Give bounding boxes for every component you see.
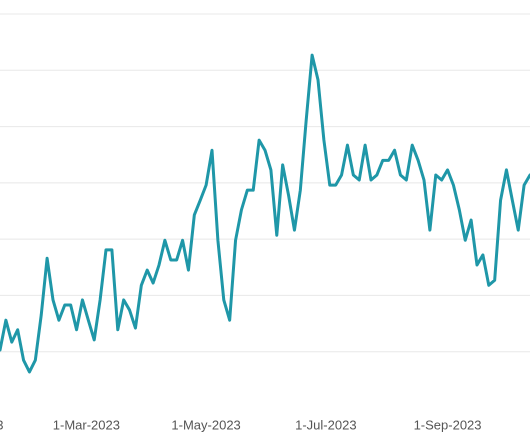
x-tick-label: 1-Jul-2023 — [295, 417, 356, 432]
x-tick-label: 1-Jan-2023 — [0, 417, 3, 432]
x-tick-label: 1-Sep-2023 — [414, 417, 482, 432]
data-line — [0, 53, 530, 374]
x-tick-label: 1-May-2023 — [171, 417, 240, 432]
x-tick-label: 1-Mar-2023 — [53, 417, 120, 432]
